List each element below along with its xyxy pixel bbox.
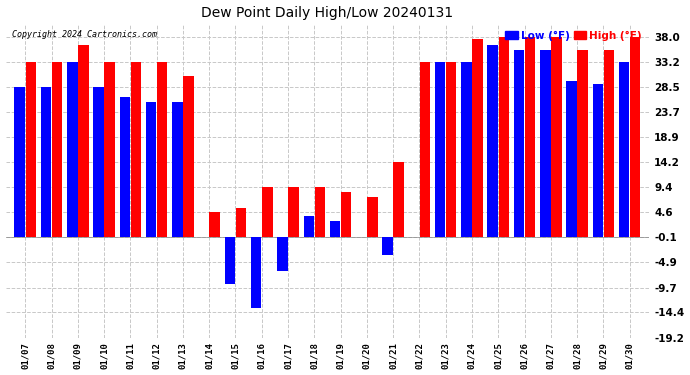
Bar — [41, 87, 51, 237]
Bar — [172, 102, 183, 237]
Bar — [525, 37, 535, 237]
Bar — [514, 50, 524, 237]
Bar — [367, 197, 377, 237]
Bar — [593, 84, 603, 237]
Bar — [435, 62, 446, 237]
Bar — [67, 62, 77, 237]
Bar — [225, 237, 235, 284]
Bar — [304, 216, 314, 237]
Bar — [540, 50, 551, 237]
Bar — [566, 81, 577, 237]
Bar — [262, 187, 273, 237]
Bar — [14, 87, 25, 237]
Bar — [288, 187, 299, 237]
Bar — [420, 62, 430, 237]
Bar — [93, 87, 104, 237]
Bar — [157, 62, 168, 237]
Bar — [210, 213, 220, 237]
Bar — [146, 102, 157, 237]
Title: Dew Point Daily High/Low 20240131: Dew Point Daily High/Low 20240131 — [201, 6, 453, 20]
Legend: Low (°F), High (°F): Low (°F), High (°F) — [503, 29, 644, 43]
Bar — [578, 50, 588, 237]
Bar — [619, 62, 629, 237]
Bar — [446, 62, 457, 237]
Bar — [236, 208, 246, 237]
Bar — [382, 237, 393, 255]
Text: Copyright 2024 Cartronics.com: Copyright 2024 Cartronics.com — [12, 30, 157, 39]
Bar — [119, 97, 130, 237]
Bar — [461, 62, 472, 237]
Bar — [183, 76, 194, 237]
Bar — [472, 39, 483, 237]
Bar — [551, 37, 562, 237]
Bar — [315, 187, 325, 237]
Bar — [251, 237, 262, 308]
Bar — [130, 62, 141, 237]
Bar — [341, 192, 351, 237]
Bar — [630, 37, 640, 237]
Bar — [104, 62, 115, 237]
Bar — [498, 37, 509, 237]
Bar — [277, 237, 288, 271]
Bar — [604, 50, 614, 237]
Bar — [26, 62, 36, 237]
Bar — [393, 162, 404, 237]
Bar — [330, 221, 340, 237]
Bar — [78, 45, 88, 237]
Bar — [52, 62, 62, 237]
Bar — [487, 45, 498, 237]
